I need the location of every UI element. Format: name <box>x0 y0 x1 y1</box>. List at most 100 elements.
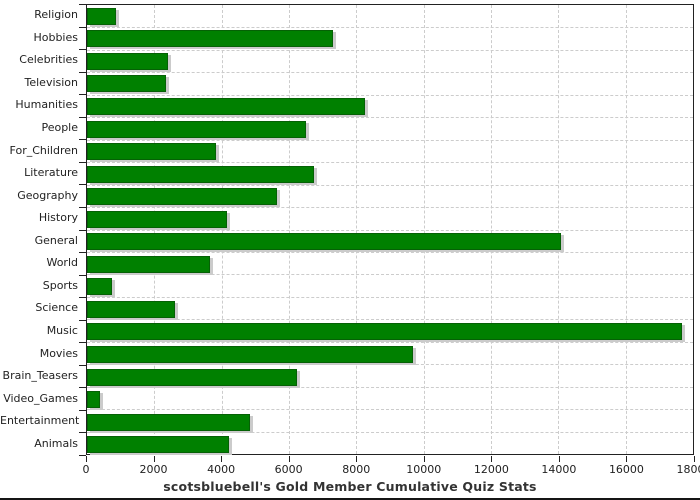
y-axis-label: Brain_Teasers <box>2 369 78 383</box>
x-axis-tick <box>423 456 425 462</box>
y-axis-tick <box>79 455 86 456</box>
y-axis-tick <box>79 364 86 366</box>
gridline-horizontal <box>87 296 693 298</box>
chart-title: scotsbluebell's Gold Member Cumulative Q… <box>163 479 537 494</box>
y-axis-label: Celebrities <box>19 53 78 67</box>
gridline-horizontal <box>87 409 693 411</box>
x-axis-tick <box>153 456 155 462</box>
y-axis-label: Music <box>46 323 78 337</box>
gridline-horizontal <box>87 162 693 164</box>
gridline-horizontal <box>87 184 693 186</box>
y-axis-tick <box>79 139 86 141</box>
bar-music <box>87 323 683 341</box>
y-axis-tick <box>79 49 86 51</box>
y-axis-label: Humanities <box>15 98 78 112</box>
y-axis-tick <box>79 161 86 163</box>
bar-brain_teasers <box>87 368 298 386</box>
gridline-horizontal <box>87 274 693 276</box>
y-axis-tick <box>79 26 86 28</box>
x-axis-tick <box>288 456 290 462</box>
x-axis-tick <box>558 456 560 462</box>
x-axis-tick <box>86 456 87 462</box>
y-axis-label: World <box>46 256 78 270</box>
y-axis-tick <box>79 342 86 344</box>
x-axis-label: 16000 <box>608 463 644 476</box>
gridline-horizontal <box>87 319 693 321</box>
y-axis-label: Movies <box>39 346 78 360</box>
y-axis-tick <box>79 252 86 254</box>
x-axis-label: 6000 <box>274 463 303 476</box>
y-axis-tick <box>79 184 86 186</box>
x-axis-label: 10000 <box>406 463 442 476</box>
y-axis-label: Television <box>24 75 79 89</box>
plot-area <box>86 4 694 455</box>
bar-video_games <box>87 391 100 409</box>
bar-religion <box>87 7 116 25</box>
bar-literature <box>87 165 314 183</box>
bar-history <box>87 210 228 228</box>
bar-television <box>87 75 166 93</box>
bar-animals <box>87 436 229 454</box>
y-axis-tick <box>79 432 86 434</box>
x-axis-label: 4000 <box>207 463 236 476</box>
gridline-horizontal <box>87 27 693 29</box>
bar-world <box>87 255 210 273</box>
y-axis-label: Literature <box>24 166 78 180</box>
bar-science <box>87 300 175 318</box>
bar-for_children <box>87 143 216 161</box>
x-axis-label: 12000 <box>473 463 509 476</box>
x-axis-tick <box>221 456 223 462</box>
bar-people <box>87 120 307 138</box>
y-axis-tick <box>79 4 86 5</box>
gridline-horizontal <box>87 72 693 74</box>
gridline-horizontal <box>87 341 693 343</box>
gridline-horizontal <box>87 49 693 51</box>
gridline-horizontal <box>87 207 693 209</box>
gridline-horizontal <box>87 117 693 119</box>
gridline-horizontal <box>87 364 693 366</box>
gridline-horizontal <box>87 229 693 231</box>
y-axis-tick <box>79 229 86 231</box>
y-axis-label: Geography <box>17 188 78 202</box>
y-axis-tick <box>79 297 86 299</box>
y-axis-tick <box>79 116 86 118</box>
x-axis-label: 8000 <box>342 463 371 476</box>
y-axis-tick <box>79 274 86 276</box>
x-axis-tick <box>356 456 358 462</box>
y-axis-tick <box>79 409 86 411</box>
bar-hobbies <box>87 30 334 48</box>
y-axis-tick <box>79 206 86 208</box>
y-axis-label: Entertainment <box>0 414 80 428</box>
y-axis-label: Sports <box>42 278 78 292</box>
y-axis-tick <box>79 71 86 73</box>
gridline-horizontal <box>87 139 693 141</box>
gridline-horizontal <box>87 251 693 253</box>
x-axis-label: 0 <box>82 463 90 476</box>
bar-celebrities <box>87 52 169 70</box>
y-axis-label: Video_Games <box>3 391 78 405</box>
y-axis-tick <box>79 94 86 96</box>
x-axis-label: 14000 <box>541 463 577 476</box>
x-axis-tick <box>694 456 695 462</box>
gridline-horizontal <box>87 431 693 433</box>
y-axis-label: Religion <box>34 8 78 22</box>
x-axis-label: 2000 <box>139 463 168 476</box>
bar-entertainment <box>87 413 250 431</box>
x-axis-tick <box>626 456 628 462</box>
bar-sports <box>87 278 112 296</box>
y-axis-label: For_Children <box>9 143 78 157</box>
y-axis-label: Science <box>35 301 78 315</box>
y-axis-label: Hobbies <box>33 30 78 44</box>
y-axis-tick <box>79 319 86 321</box>
x-axis-label: 18000 <box>676 463 700 476</box>
bar-humanities <box>87 97 366 115</box>
bar-geography <box>87 188 277 206</box>
bar-movies <box>87 346 413 364</box>
gridline-horizontal <box>87 94 693 96</box>
x-axis-tick <box>491 456 493 462</box>
y-axis-label: People <box>41 121 78 135</box>
y-axis-label: General <box>34 233 78 247</box>
gridline-horizontal <box>87 386 693 388</box>
bar-general <box>87 233 561 251</box>
